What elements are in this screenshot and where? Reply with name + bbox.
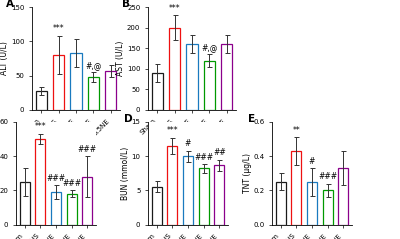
Bar bbox=[186, 44, 198, 110]
Y-axis label: BUN (mmol/L): BUN (mmol/L) bbox=[121, 147, 130, 200]
Bar bbox=[51, 192, 61, 225]
Text: ##: ## bbox=[213, 148, 226, 157]
Bar bbox=[291, 151, 302, 225]
Text: D: D bbox=[124, 114, 133, 124]
Bar bbox=[36, 91, 47, 110]
Bar bbox=[338, 168, 348, 225]
Y-axis label: AST (U/L): AST (U/L) bbox=[116, 41, 126, 76]
Bar bbox=[53, 55, 64, 110]
Bar bbox=[198, 168, 209, 225]
Text: ###: ### bbox=[318, 172, 337, 181]
Bar bbox=[66, 194, 77, 225]
Text: #,@: #,@ bbox=[85, 61, 102, 70]
Text: ###: ### bbox=[62, 179, 81, 188]
Text: ###: ### bbox=[78, 145, 97, 154]
Y-axis label: ALT (U/L): ALT (U/L) bbox=[0, 42, 10, 76]
Bar bbox=[276, 182, 286, 225]
Bar bbox=[20, 182, 30, 225]
Bar bbox=[214, 165, 224, 225]
Bar bbox=[70, 53, 82, 110]
Bar bbox=[322, 190, 333, 225]
Text: ***: *** bbox=[169, 4, 180, 13]
Bar bbox=[152, 187, 162, 225]
Text: B: B bbox=[122, 0, 130, 9]
Text: ***: *** bbox=[53, 24, 64, 33]
Bar bbox=[35, 139, 46, 225]
Text: **: ** bbox=[292, 126, 300, 135]
Text: ***: *** bbox=[166, 126, 178, 135]
Text: E: E bbox=[248, 114, 255, 124]
Bar bbox=[307, 182, 317, 225]
Bar bbox=[183, 156, 193, 225]
Bar bbox=[88, 77, 99, 110]
Text: #: # bbox=[309, 157, 315, 166]
Bar bbox=[221, 44, 232, 110]
Bar bbox=[169, 28, 180, 110]
Text: #: # bbox=[185, 139, 191, 148]
Text: #,@: #,@ bbox=[201, 43, 218, 52]
Text: ***: *** bbox=[34, 122, 46, 131]
Bar bbox=[105, 71, 116, 110]
Bar bbox=[167, 146, 178, 225]
Bar bbox=[204, 61, 215, 110]
Text: A: A bbox=[6, 0, 14, 9]
Text: ###: ### bbox=[194, 153, 213, 162]
Text: ###: ### bbox=[46, 174, 66, 183]
Y-axis label: TNT (μg/L): TNT (μg/L) bbox=[243, 153, 252, 193]
Bar bbox=[152, 73, 163, 110]
Bar bbox=[82, 177, 92, 225]
